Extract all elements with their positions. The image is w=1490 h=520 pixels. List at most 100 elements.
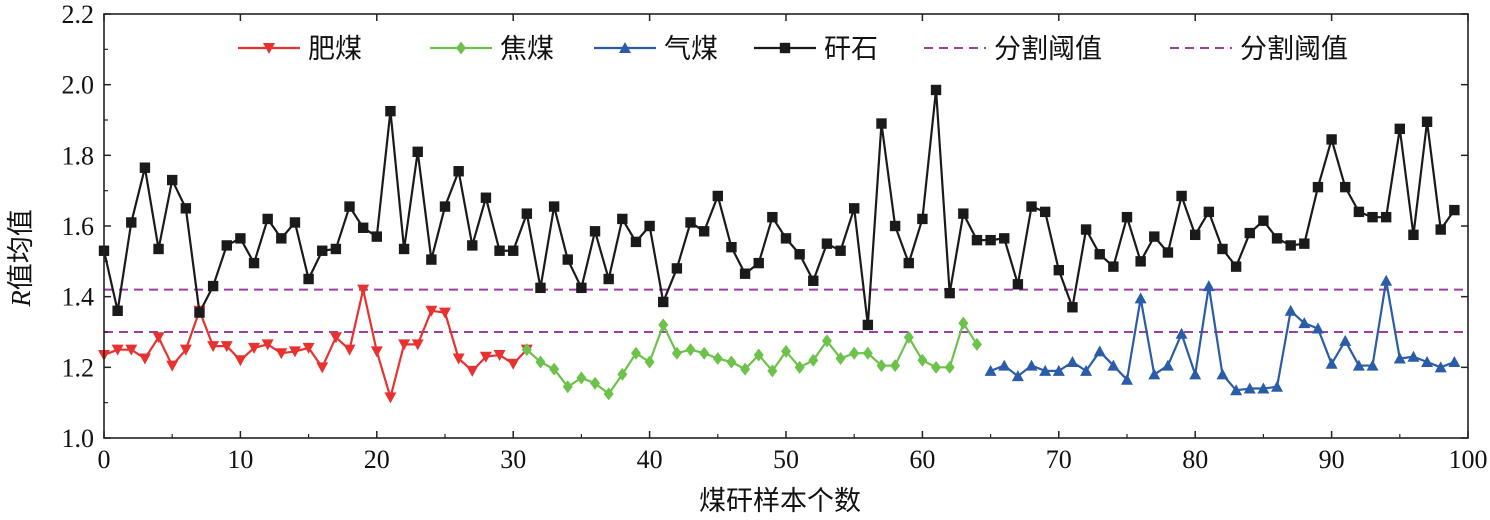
data-point bbox=[507, 358, 520, 370]
data-point bbox=[207, 341, 220, 353]
data-point bbox=[248, 257, 260, 269]
data-point bbox=[1162, 247, 1174, 258]
data-point bbox=[767, 364, 778, 378]
y-axis-title-italic: R bbox=[6, 290, 36, 308]
data-point bbox=[576, 282, 587, 294]
data-point bbox=[1353, 206, 1365, 218]
data-point bbox=[494, 245, 505, 256]
data-point bbox=[1298, 317, 1311, 329]
data-point bbox=[275, 348, 288, 360]
data-point bbox=[971, 234, 983, 246]
data-point bbox=[1190, 229, 1201, 241]
legend-marker bbox=[456, 41, 466, 55]
data-point bbox=[1258, 215, 1269, 226]
data-point bbox=[302, 342, 315, 354]
data-point bbox=[1216, 368, 1229, 380]
data-point bbox=[808, 275, 819, 286]
x-tick-label: 80 bbox=[1182, 445, 1208, 474]
data-point bbox=[248, 342, 261, 354]
y-tick-label: 1.4 bbox=[62, 283, 95, 312]
data-point bbox=[1271, 380, 1284, 392]
data-point bbox=[398, 339, 411, 351]
data-point bbox=[194, 307, 205, 318]
data-point bbox=[303, 273, 314, 285]
data-point bbox=[739, 268, 751, 279]
y-tick-label: 1.0 bbox=[62, 424, 95, 453]
data-point bbox=[1011, 370, 1024, 382]
data-point bbox=[467, 240, 478, 251]
data-point bbox=[849, 203, 860, 214]
data-point bbox=[794, 360, 805, 374]
data-point bbox=[930, 84, 942, 96]
data-point bbox=[685, 343, 696, 357]
data-point bbox=[1393, 352, 1406, 364]
series-2 bbox=[984, 274, 1461, 396]
data-point bbox=[1366, 359, 1379, 371]
data-point bbox=[1285, 240, 1296, 251]
data-point bbox=[344, 201, 355, 212]
y-tick-label: 1.6 bbox=[62, 212, 95, 241]
data-point bbox=[180, 203, 192, 214]
legend-label: 矸石 bbox=[824, 34, 878, 65]
data-point bbox=[1121, 373, 1133, 385]
data-point bbox=[889, 220, 901, 232]
data-point bbox=[1149, 231, 1160, 242]
data-point bbox=[726, 355, 737, 369]
data-point bbox=[1244, 227, 1255, 239]
data-point bbox=[1311, 322, 1324, 334]
data-point bbox=[562, 380, 573, 394]
data-point bbox=[917, 213, 928, 225]
data-point bbox=[289, 217, 301, 228]
legend-marker bbox=[619, 42, 631, 53]
legend-item: 肥煤 bbox=[238, 34, 362, 65]
data-point bbox=[1203, 206, 1215, 218]
data-point bbox=[167, 174, 178, 186]
data-point bbox=[984, 364, 997, 376]
data-point bbox=[1380, 211, 1392, 223]
data-point bbox=[1202, 280, 1215, 292]
data-point bbox=[603, 387, 614, 401]
data-point bbox=[903, 330, 914, 344]
data-point bbox=[1135, 256, 1146, 267]
data-point bbox=[958, 208, 969, 219]
data-point bbox=[1230, 384, 1243, 396]
data-point bbox=[917, 353, 928, 367]
x-tick-label: 30 bbox=[500, 445, 526, 474]
data-point bbox=[125, 344, 138, 356]
data-point bbox=[862, 346, 873, 360]
data-point bbox=[452, 353, 465, 365]
data-point bbox=[1257, 382, 1270, 394]
data-point bbox=[658, 296, 669, 308]
data-point bbox=[781, 344, 791, 358]
plot-frame bbox=[103, 13, 1469, 439]
data-point bbox=[535, 282, 546, 294]
legend-item: 矸石 bbox=[754, 34, 878, 65]
data-point bbox=[1394, 123, 1405, 135]
data-point bbox=[1094, 249, 1105, 260]
data-point bbox=[1161, 359, 1174, 371]
data-point bbox=[262, 213, 273, 225]
data-point bbox=[644, 220, 655, 232]
data-point bbox=[1189, 368, 1202, 380]
data-point bbox=[699, 346, 710, 360]
data-point bbox=[712, 190, 723, 202]
data-point bbox=[712, 352, 723, 365]
y-tick-label: 1.2 bbox=[62, 353, 95, 382]
data-point bbox=[958, 316, 969, 330]
data-point bbox=[439, 201, 451, 212]
data-point bbox=[617, 213, 628, 225]
data-point bbox=[288, 346, 301, 358]
data-point bbox=[1449, 204, 1460, 216]
y-axis-title: R值均值 bbox=[6, 209, 37, 308]
data-point bbox=[371, 231, 382, 242]
data-point bbox=[1176, 190, 1187, 202]
data-point bbox=[1299, 238, 1310, 249]
data-point bbox=[835, 352, 846, 365]
legend-marker bbox=[779, 42, 791, 54]
data-point bbox=[1148, 368, 1161, 380]
data-point bbox=[1039, 206, 1051, 218]
data-point bbox=[153, 243, 164, 255]
data-point bbox=[835, 245, 846, 256]
data-point bbox=[1271, 233, 1283, 244]
